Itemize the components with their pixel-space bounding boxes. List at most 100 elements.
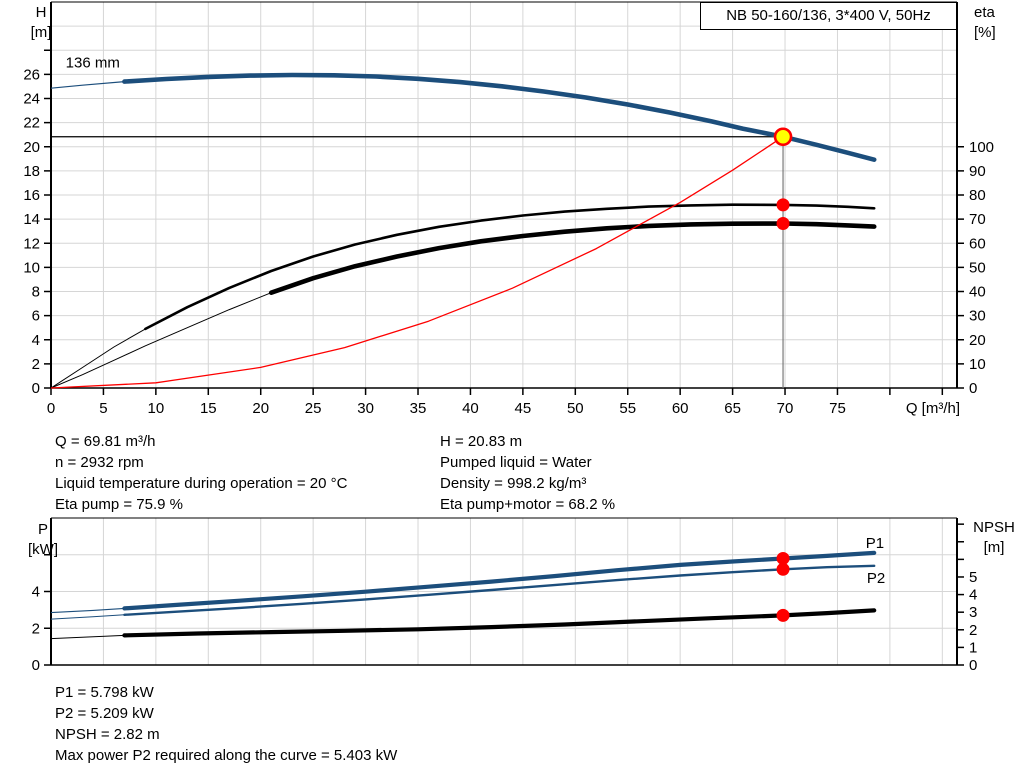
left-tick-label: 4 [32, 332, 40, 349]
eta-pump-motor-curve [268, 221, 877, 295]
power-axis-title: P [kW] [12, 520, 74, 560]
right-tick-label: 60 [969, 235, 986, 252]
duty-info-left-column: Q = 69.81 m³/h n = 2932 rpm Liquid tempe… [55, 431, 347, 515]
right-tick-label: 20 [969, 332, 986, 349]
npsh-curve [122, 608, 877, 638]
x-axis-unit-label: Q [m³/h] [906, 400, 960, 417]
right-tick-label: 90 [969, 163, 986, 180]
right-tick-label: 30 [969, 308, 986, 325]
x-tick-label: 45 [515, 400, 532, 417]
left-tick-label: 14 [23, 211, 40, 228]
left-tick-label: 18 [23, 163, 40, 180]
head-axis-title: H [m] [15, 3, 67, 43]
npsh-duty-dot [776, 608, 790, 622]
left-tick-label: 0 [32, 657, 40, 674]
right-tick-label: 5 [969, 569, 977, 586]
power-axis-title-line2: [kW] [28, 541, 58, 558]
x-tick-label: 65 [724, 400, 741, 417]
eta-total-line: Eta pump+motor = 68.2 % [440, 496, 616, 513]
temperature-line: Liquid temperature during operation = 20… [55, 475, 348, 492]
duty-info-right-column: H = 20.83 m Pumped liquid = Water Densit… [440, 431, 615, 515]
power-axis-title-line1: P [37, 521, 48, 538]
eta-pump-duty-dot [776, 198, 790, 212]
x-tick-label: 10 [148, 400, 165, 417]
x-tick-label: 70 [777, 400, 794, 417]
left-tick-label: 16 [23, 187, 40, 204]
right-tick-label: 70 [969, 211, 986, 228]
eta-pump-motor-duty-dot [776, 216, 790, 230]
p2-line: P2 = 5.209 kW [55, 705, 154, 722]
x-tick-label: 30 [357, 400, 374, 417]
left-tick-label: 20 [23, 139, 40, 156]
left-tick-label: 26 [23, 66, 40, 83]
p2-curve [123, 564, 876, 616]
p1-line: P1 = 5.798 kW [55, 684, 154, 701]
eta-pump-motor-curve-thin [50, 292, 272, 389]
npsh-axis-title-line1: NPSH [973, 519, 1015, 536]
p2-curve-thin [50, 614, 125, 620]
pump-curve-136mm-thin [50, 81, 125, 89]
right-tick-label: 80 [969, 187, 986, 204]
x-tick-label: 50 [567, 400, 584, 417]
x-tick-label: 5 [99, 400, 107, 417]
left-tick-label: 10 [23, 259, 40, 276]
x-tick-label: 25 [305, 400, 322, 417]
x-tick-label: 60 [672, 400, 689, 417]
eta-pump-curve-thin [50, 328, 146, 389]
duty-point-marker [773, 127, 793, 147]
p2-duty-dot [776, 562, 790, 576]
x-tick-label: 20 [252, 400, 269, 417]
x-tick-label: 40 [462, 400, 479, 417]
impeller-size-label: 136 mm [66, 55, 120, 72]
npsh-curve-thin [50, 634, 125, 640]
right-tick-label: 0 [969, 380, 977, 397]
left-tick-label: 24 [23, 91, 40, 108]
p1-curve-thin [50, 607, 125, 614]
left-tick-label: 12 [23, 235, 40, 252]
eta-axis-title-line1: eta [974, 4, 995, 21]
right-tick-label: 0 [969, 657, 977, 674]
right-tick-label: 4 [969, 587, 977, 604]
eta-axis-title: eta [%] [974, 3, 996, 43]
right-tick-label: 100 [969, 139, 994, 156]
left-tick-label: 0 [32, 380, 40, 397]
right-tick-label: 1 [969, 639, 977, 656]
right-tick-label: 50 [969, 259, 986, 276]
max-power-line: Max power P2 required along the curve = … [55, 747, 398, 764]
p1-curve [122, 550, 877, 611]
right-tick-label: 2 [969, 622, 977, 639]
right-tick-label: 3 [969, 604, 977, 621]
duty-flow-line: Q = 69.81 m³/h [55, 433, 156, 450]
left-tick-label: 22 [23, 115, 40, 132]
density-line: Density = 998.2 kg/m³ [440, 475, 587, 492]
x-tick-label: 0 [47, 400, 55, 417]
head-axis-title-line2: [m] [30, 24, 52, 41]
left-tick-label: 8 [32, 284, 40, 301]
x-tick-label: 35 [410, 400, 427, 417]
left-tick-label: 2 [32, 356, 40, 373]
x-tick-label: 15 [200, 400, 217, 417]
power-info-block: P1 = 5.798 kW P2 = 5.209 kW NPSH = 2.82 … [55, 682, 397, 766]
right-tick-label: 40 [969, 284, 986, 301]
left-tick-label: 4 [32, 584, 40, 601]
p1-duty-dot [776, 551, 790, 565]
left-tick-label: 2 [32, 620, 40, 637]
liquid-line: Pumped liquid = Water [440, 454, 592, 471]
right-tick-label: 10 [969, 356, 986, 373]
speed-line: n = 2932 rpm [55, 454, 144, 471]
x-tick-label: 55 [619, 400, 636, 417]
p2-series-label: P2 [867, 570, 885, 587]
npsh-axis-title: NPSH [m] [964, 518, 1024, 558]
eta-pump-line: Eta pump = 75.9 % [55, 496, 183, 513]
x-tick-label: 75 [829, 400, 846, 417]
eta-axis-title-line2: [%] [974, 24, 996, 41]
system-curve [50, 136, 784, 389]
pump-title-box: NB 50-160/136, 3*400 V, 50Hz [700, 2, 957, 30]
head-line: H = 20.83 m [440, 433, 523, 450]
npsh-line: NPSH = 2.82 m [55, 726, 160, 743]
npsh-axis-title-line2: [m] [983, 539, 1005, 556]
head-axis-title-line1: H [35, 4, 47, 21]
left-tick-label: 6 [32, 308, 40, 325]
